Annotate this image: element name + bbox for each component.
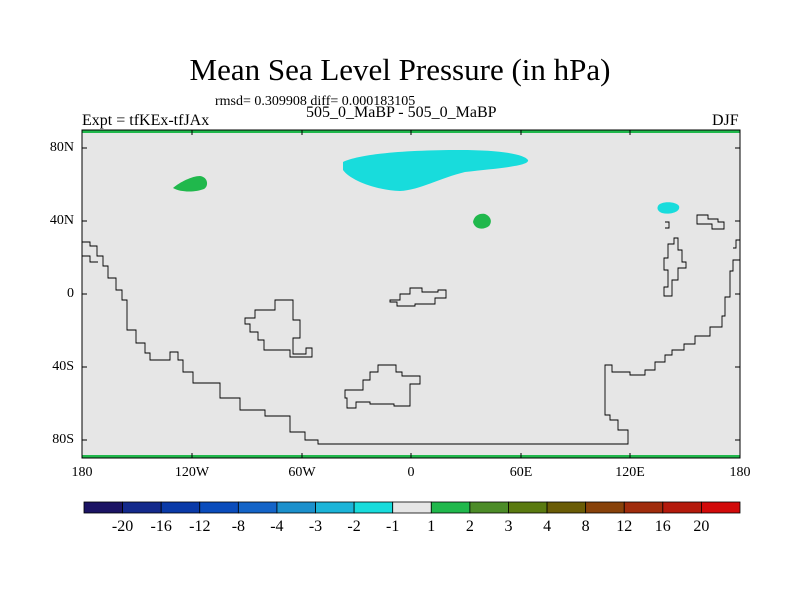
colorbar-swatch [701, 501, 741, 514]
axis-ticks [82, 130, 740, 458]
x-tick-label: 120W [174, 465, 210, 480]
colorbar-swatch [392, 501, 432, 514]
coastline-antarctica-edge [733, 239, 740, 249]
coastline-kamchatka [696, 214, 725, 230]
colorbar-swatch [199, 501, 239, 514]
cyan-anomaly-arctic [343, 150, 529, 191]
green-anomaly-middle-east [473, 213, 491, 229]
plot-title: Mean Sea Level Pressure (in hPa) [189, 52, 611, 87]
colorbar-label: 20 [693, 518, 710, 535]
coastline-africa [244, 299, 313, 358]
y-tick-label: 80N [49, 140, 74, 155]
x-tick-label: 0 [407, 465, 415, 480]
y-tick-label: 80S [52, 432, 74, 447]
colorbar-label: 16 [654, 518, 671, 535]
coastline-americas [82, 241, 740, 445]
x-tick-label: 60W [288, 465, 316, 480]
colorbar-label: -12 [189, 518, 211, 535]
subtitle: 505_0_MaBP - 505_0_MaBP [306, 104, 497, 121]
colorbar-swatch [430, 501, 471, 514]
coastline-australia [344, 364, 421, 409]
y-tick-label: 0 [67, 286, 74, 301]
colorbar [83, 501, 741, 514]
colorbar-label: 1 [427, 518, 436, 535]
colorbar-swatch [353, 501, 394, 514]
x-tick-label: 120E [615, 465, 645, 480]
cyan-anomaly-east-asia [657, 202, 680, 214]
coastline-arabia [389, 287, 447, 307]
y-tick-label: 40N [49, 213, 74, 228]
y-tick-label: 40S [52, 359, 74, 374]
colorbar-label: -1 [386, 518, 400, 535]
colorbar-label: 12 [616, 518, 633, 535]
colorbar-label: -20 [111, 518, 134, 535]
colorbar-swatch [315, 501, 355, 514]
season-label: DJF [712, 112, 739, 129]
colorbar-label: 2 [465, 518, 474, 535]
colorbar-label: 4 [543, 518, 552, 535]
colorbar-label: -16 [150, 518, 172, 535]
colorbar-swatch [623, 501, 664, 514]
colorbar-swatch [122, 501, 162, 514]
colorbar-swatch [276, 501, 316, 514]
coastline-japan [665, 221, 670, 229]
experiment-label: Expt = tfKEx-tfJAx [82, 112, 210, 129]
colorbar-label: 8 [581, 518, 590, 535]
colorbar-swatch [585, 501, 625, 514]
colorbar-swatch [546, 501, 587, 514]
x-tick-label: 180 [729, 465, 751, 480]
colorbar-swatch [469, 501, 509, 514]
stats-text: rmsd= 0.309908 diff= 0.000183105 [215, 94, 416, 109]
coastline-east-asia [663, 237, 687, 297]
x-tick-label: 180 [71, 465, 93, 480]
coastline-greenland [82, 255, 98, 263]
colorbar-swatch [83, 501, 123, 514]
colorbar-label: 3 [504, 518, 513, 535]
colorbar-label: -8 [231, 518, 246, 535]
colorbar-swatch [237, 501, 278, 514]
green-anomaly-pacific [173, 176, 208, 192]
colorbar-swatch [662, 501, 702, 514]
colorbar-label: -4 [270, 518, 284, 535]
x-tick-label: 60E [509, 465, 533, 480]
colorbar-swatch [508, 501, 548, 514]
colorbar-label: -2 [347, 518, 361, 535]
coastlines [82, 214, 740, 445]
colorbar-swatch [160, 501, 201, 514]
colorbar-label: -3 [308, 518, 323, 535]
